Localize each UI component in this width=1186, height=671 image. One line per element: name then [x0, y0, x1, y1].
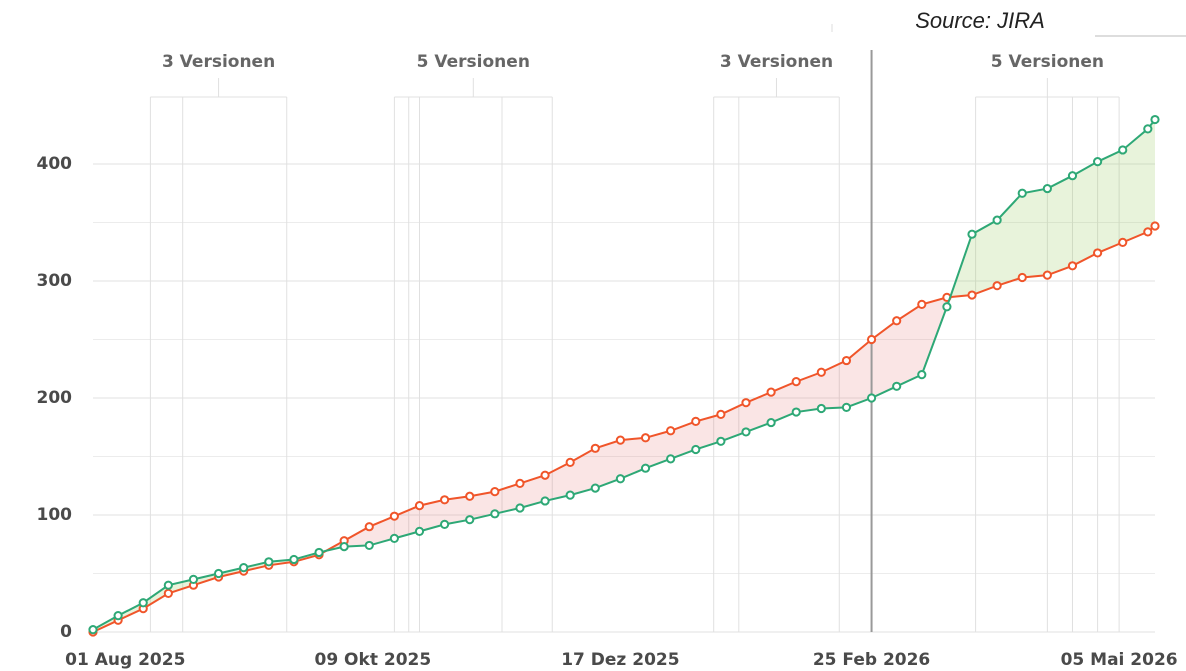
point [490, 487, 500, 497]
point [1143, 124, 1153, 134]
release-label: 5 Versionen [991, 52, 1104, 72]
point [816, 403, 826, 414]
point [565, 490, 575, 500]
point [113, 611, 123, 621]
point [741, 427, 751, 437]
point [892, 381, 902, 391]
point [791, 377, 801, 387]
source-note: Source: JIRA [915, 8, 1045, 33]
point [138, 598, 148, 608]
point [364, 522, 374, 532]
gap-area [93, 119, 1155, 630]
x-tick-label: 17 Dez 2025 [561, 650, 679, 670]
point [1150, 114, 1160, 125]
point [163, 580, 173, 590]
point [917, 370, 927, 380]
point [992, 215, 1002, 225]
release-label: 3 Versionen [162, 52, 275, 72]
point [289, 554, 299, 565]
point [967, 229, 977, 239]
point [314, 547, 324, 558]
point [841, 355, 852, 366]
point [389, 533, 399, 544]
point [1092, 157, 1103, 167]
point [716, 409, 726, 419]
point [213, 568, 224, 579]
point [691, 444, 701, 455]
point [1150, 221, 1160, 231]
y-tick-label: 200 [37, 388, 73, 408]
point [339, 541, 349, 552]
release-label: 3 Versionen [720, 52, 833, 72]
gap-area [93, 119, 1155, 633]
point [666, 426, 676, 436]
point [515, 503, 525, 513]
point [866, 334, 877, 345]
point [515, 478, 525, 489]
point [967, 290, 977, 300]
point [163, 588, 173, 598]
point [264, 557, 274, 567]
point [414, 526, 425, 536]
point [992, 281, 1002, 291]
point [490, 509, 500, 519]
point [615, 435, 626, 445]
point [841, 402, 852, 412]
point [866, 393, 877, 403]
point [716, 436, 726, 446]
x-tick-label: 25 Feb 2026 [813, 650, 930, 670]
point [590, 483, 600, 493]
point [1017, 188, 1027, 198]
point [88, 625, 98, 635]
y-tick-label: 400 [37, 154, 73, 174]
point [1042, 270, 1052, 280]
point [892, 316, 902, 326]
point [615, 474, 626, 484]
point [1118, 237, 1128, 247]
point [414, 501, 425, 511]
y-tick-label: 300 [37, 271, 73, 291]
point [1118, 145, 1128, 155]
point [640, 463, 651, 473]
point [465, 491, 475, 501]
point [565, 457, 575, 467]
x-tick-label: 09 Okt 2025 [314, 650, 431, 670]
point [389, 511, 399, 521]
x-tick-label: 05 Mai 2026 [1061, 650, 1178, 670]
point [917, 299, 927, 309]
point [1017, 272, 1027, 283]
point [465, 515, 475, 525]
y-tick-label: 0 [60, 622, 72, 642]
point [791, 407, 801, 417]
point [766, 417, 776, 428]
point [741, 398, 751, 408]
point [364, 540, 374, 551]
point [766, 387, 776, 397]
point [816, 367, 826, 377]
point [590, 443, 600, 453]
y-tick-label: 100 [37, 505, 73, 525]
point [942, 302, 952, 312]
point [1042, 183, 1052, 194]
x-tick-label: 01 Aug 2025 [65, 650, 185, 670]
point [666, 454, 676, 464]
point [640, 433, 651, 443]
point [1067, 171, 1078, 181]
point [1143, 227, 1153, 237]
series-line [92, 118, 1156, 631]
point [1067, 261, 1078, 271]
point [440, 519, 450, 529]
point [691, 416, 701, 426]
point [188, 574, 199, 584]
point [540, 470, 550, 480]
point [1092, 248, 1103, 258]
release-label: 5 Versionen [417, 52, 530, 72]
point [440, 495, 450, 505]
point [540, 496, 550, 506]
point [239, 563, 249, 573]
